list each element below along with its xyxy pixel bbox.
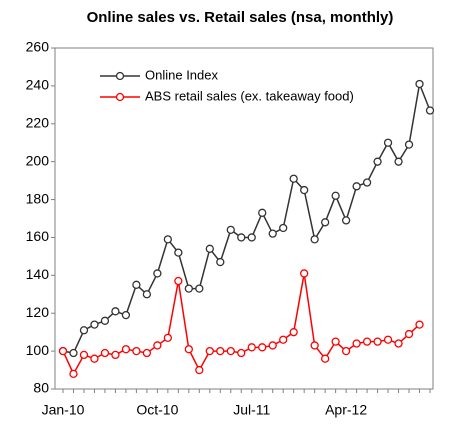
point [310, 235, 319, 244]
x-tick-label: Oct-10 [136, 402, 178, 418]
point [320, 218, 330, 227]
point [184, 284, 193, 293]
point [320, 354, 330, 363]
point [425, 106, 435, 115]
legend-marker [115, 92, 125, 102]
y-tick-label: 180 [26, 190, 50, 206]
point [394, 157, 403, 166]
point [205, 346, 214, 356]
point [142, 290, 152, 299]
point [163, 333, 173, 343]
point [300, 269, 309, 278]
y-tick-label: 240 [26, 77, 50, 93]
legend-marker [115, 71, 125, 81]
point [268, 229, 277, 238]
point [404, 140, 414, 149]
point [121, 345, 131, 354]
y-tick-label: 140 [26, 266, 50, 282]
point [258, 208, 267, 217]
point [247, 233, 256, 242]
point [142, 348, 152, 358]
point [289, 174, 298, 183]
chart-title: Online sales vs. Retail sales (nsa, mont… [87, 9, 394, 26]
point [331, 191, 340, 200]
point [111, 307, 120, 316]
legend-label: ABS retail sales (ex. takeaway food) [145, 88, 354, 103]
point [352, 339, 361, 348]
point [362, 178, 372, 187]
point [352, 182, 361, 191]
point [341, 216, 351, 225]
point [69, 369, 78, 378]
point [258, 343, 267, 352]
point [79, 350, 89, 360]
point [195, 284, 204, 293]
point [100, 316, 110, 325]
point [195, 365, 204, 375]
point [404, 329, 414, 339]
point [362, 337, 372, 346]
point [58, 346, 68, 356]
point [226, 346, 235, 356]
y-tick-label: 220 [26, 114, 50, 130]
point [415, 79, 424, 89]
point [153, 341, 162, 350]
point [373, 337, 382, 346]
point [153, 269, 162, 278]
point [90, 354, 99, 363]
point [90, 320, 99, 329]
point [111, 350, 120, 360]
plot-frame [54, 47, 434, 390]
point [226, 225, 235, 235]
point [394, 339, 403, 348]
point [279, 335, 288, 344]
point [268, 341, 277, 350]
y-tick-label: 80 [33, 380, 49, 396]
point [300, 185, 309, 195]
point [100, 348, 110, 358]
point [184, 345, 193, 354]
point [216, 257, 225, 267]
x-tick-label: Apr-12 [325, 402, 367, 418]
y-tick-label: 200 [26, 152, 50, 168]
point [383, 335, 393, 344]
point [247, 343, 256, 352]
y-tick-label: 100 [26, 342, 50, 358]
x-tick-label: Jul-11 [233, 402, 270, 418]
point [373, 157, 382, 166]
point [174, 248, 183, 257]
legend-label: Online Index [145, 67, 218, 82]
point [279, 223, 288, 233]
point [163, 235, 173, 244]
point [237, 233, 246, 242]
x-tick-label: Jan-10 [42, 402, 85, 418]
point [79, 326, 89, 335]
point [310, 341, 319, 350]
point [383, 138, 393, 147]
point [216, 346, 225, 356]
point [69, 348, 78, 358]
point [237, 348, 246, 358]
y-tick-label: 260 [26, 39, 50, 55]
point [415, 320, 424, 329]
point [121, 310, 131, 320]
point [132, 280, 141, 289]
point [289, 328, 298, 337]
point [132, 346, 141, 356]
y-tick-label: 120 [26, 304, 50, 320]
point [331, 337, 340, 346]
y-tick-label: 160 [26, 228, 50, 244]
point [205, 244, 214, 253]
point [341, 346, 351, 356]
point [174, 276, 183, 286]
